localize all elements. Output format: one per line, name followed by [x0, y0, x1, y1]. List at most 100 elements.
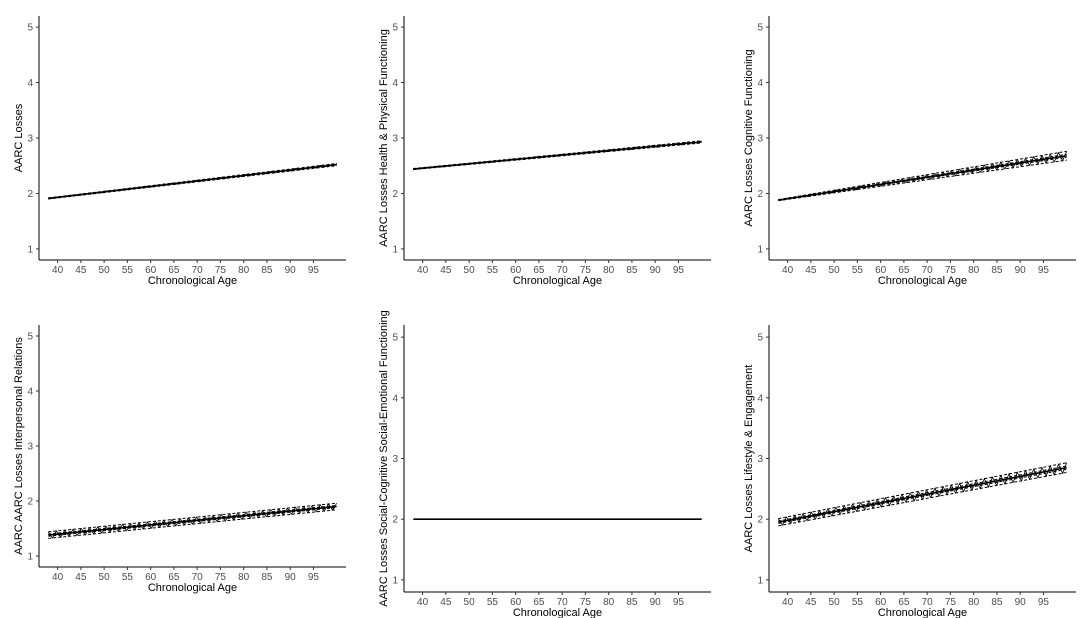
x-tick-label: 60	[145, 265, 157, 276]
band-dashed-line	[778, 465, 1067, 522]
x-tick-label: 70	[922, 265, 934, 276]
y-tick-label: 4	[27, 78, 33, 89]
x-tick-label: 50	[464, 597, 476, 608]
y-axis-title: AARC AARC Losses Interpersonal Relations	[13, 337, 25, 555]
x-tick-label: 50	[829, 597, 841, 608]
x-tick-label: 65	[533, 597, 545, 608]
y-tick-label: 4	[757, 78, 763, 89]
x-axis-title: Chronological Age	[878, 607, 967, 618]
x-tick-label: 80	[603, 597, 615, 608]
x-tick-label: 75	[215, 265, 227, 276]
x-tick-label: 90	[285, 572, 297, 583]
x-tick-label: 75	[215, 572, 227, 583]
x-tick-label: 90	[1015, 597, 1027, 608]
x-tick-label: 40	[417, 597, 429, 608]
x-tick-label: 90	[650, 265, 662, 276]
y-tick-label: 5	[392, 23, 398, 34]
band-dashed-line	[48, 509, 337, 539]
band-dashed-line	[778, 156, 1067, 201]
y-tick-label: 1	[392, 575, 398, 586]
band-dashed-line	[778, 462, 1067, 520]
y-tick-label: 3	[392, 134, 398, 145]
y-tick-label: 4	[392, 393, 398, 404]
x-tick-label: 65	[168, 572, 180, 583]
y-tick-label: 1	[27, 552, 33, 563]
y-tick-label: 2	[27, 497, 33, 508]
x-tick-label: 75	[580, 265, 592, 276]
x-tick-label: 75	[580, 597, 592, 608]
x-tick-label: 45	[805, 597, 817, 608]
x-tick-label: 70	[557, 265, 569, 276]
x-axis-title: Chronological Age	[878, 275, 967, 287]
x-tick-label: 70	[192, 265, 204, 276]
x-tick-label: 85	[626, 265, 638, 276]
x-tick-label: 70	[922, 597, 934, 608]
y-tick-label: 3	[757, 134, 763, 145]
band-dashed-line	[778, 153, 1067, 201]
x-tick-label: 75	[945, 265, 957, 276]
y-tick-label: 2	[392, 189, 398, 200]
x-tick-label: 85	[261, 265, 273, 276]
y-tick-label: 4	[757, 393, 763, 404]
band-dashed-line	[48, 502, 337, 533]
x-tick-label: 65	[533, 265, 545, 276]
y-tick-label: 3	[757, 454, 763, 465]
x-tick-label: 80	[238, 265, 250, 276]
y-tick-label: 1	[392, 244, 398, 255]
y-tick-label: 5	[757, 23, 763, 34]
x-tick-label: 85	[991, 597, 1003, 608]
x-tick-label: 55	[852, 597, 864, 608]
x-tick-label: 85	[261, 572, 273, 583]
band-dashed-line	[48, 504, 337, 535]
band-dashed-line	[778, 150, 1067, 201]
x-tick-label: 85	[626, 597, 638, 608]
y-tick-label: 4	[27, 387, 33, 398]
band-dashed-line	[778, 468, 1067, 524]
x-tick-label: 55	[487, 597, 499, 608]
x-tick-label: 40	[52, 265, 64, 276]
x-tick-label: 80	[968, 597, 980, 608]
y-tick-label: 3	[392, 454, 398, 465]
x-tick-label: 45	[805, 265, 817, 276]
x-tick-label: 65	[898, 597, 910, 608]
x-tick-label: 50	[829, 265, 841, 276]
x-tick-label: 55	[487, 265, 499, 276]
x-tick-label: 95	[673, 265, 685, 276]
y-axis-title: AARC Losses Health & Physical Functionin…	[378, 29, 390, 247]
x-tick-label: 95	[1038, 265, 1050, 276]
x-tick-label: 90	[1015, 265, 1027, 276]
x-tick-label: 65	[168, 265, 180, 276]
regression-line	[413, 141, 702, 170]
x-tick-label: 55	[122, 572, 134, 583]
x-tick-label: 70	[192, 572, 204, 583]
y-axis-title: AARC Losses Cognitive Functioning	[743, 49, 755, 226]
x-tick-label: 95	[1038, 597, 1050, 608]
y-tick-label: 3	[27, 442, 33, 453]
x-tick-label: 55	[122, 265, 134, 276]
x-tick-label: 40	[782, 265, 794, 276]
x-tick-label: 50	[99, 572, 111, 583]
x-tick-label: 45	[440, 597, 452, 608]
x-tick-label: 70	[557, 597, 569, 608]
y-tick-label: 5	[757, 333, 763, 344]
band-hatching	[777, 462, 1068, 526]
y-tick-label: 1	[757, 575, 763, 586]
band-dashed-line	[413, 140, 702, 169]
x-tick-label: 85	[991, 265, 1003, 276]
x-tick-label: 75	[945, 597, 957, 608]
regression-line	[778, 466, 1067, 524]
x-tick-label: 95	[308, 265, 320, 276]
x-tick-label: 45	[440, 265, 452, 276]
y-tick-label: 2	[757, 515, 763, 526]
x-tick-label: 45	[75, 265, 87, 276]
x-tick-label: 80	[968, 265, 980, 276]
band-hatching	[47, 502, 338, 539]
y-tick-label: 5	[27, 23, 33, 34]
y-tick-label: 2	[27, 189, 33, 200]
